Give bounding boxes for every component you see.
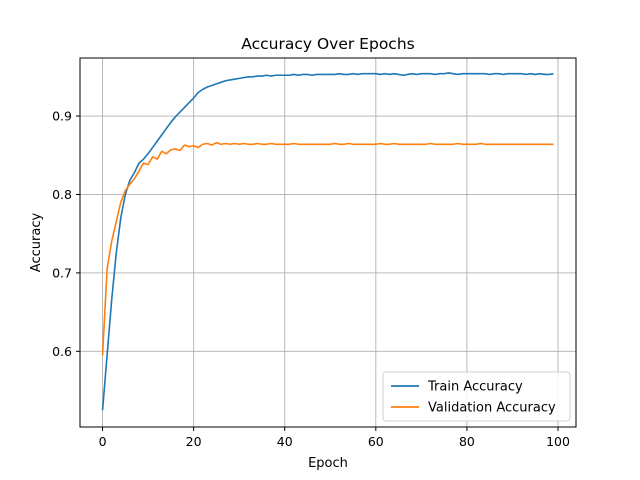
series-line-train-accuracy: [101, 72, 554, 411]
chart-title: Accuracy Over Epochs: [241, 35, 414, 53]
plot-frame: [79, 57, 577, 428]
x-tick-label: 20: [186, 434, 202, 449]
y-tick-label: 0.8: [52, 187, 72, 202]
y-tick-label: 0.9: [52, 109, 72, 124]
grid-lines: [80, 58, 576, 427]
x-tick-label: 100: [546, 434, 570, 449]
y-tick-label: 0.6: [52, 344, 72, 359]
series-line-validation-accuracy: [101, 141, 554, 356]
x-tick-label: 80: [459, 434, 475, 449]
axis-ticks: 0 20 40 60 80 100 0.6 0.7 0.8 0.9: [52, 109, 570, 449]
y-tick-label: 0.7: [52, 265, 72, 280]
x-tick-label: 0: [99, 434, 107, 449]
legend-entry-label: Validation Accuracy: [428, 401, 556, 416]
legend: Train Accuracy Validation Accuracy: [382, 371, 571, 422]
x-tick-label: 60: [368, 434, 384, 449]
legend-entry-label: Train Accuracy: [427, 380, 523, 395]
x-axis-label: Epoch: [308, 456, 348, 471]
legend-box: [382, 371, 571, 422]
y-axis-label: Accuracy: [29, 213, 44, 273]
x-tick-label: 40: [277, 434, 293, 449]
series-lines: [101, 72, 554, 411]
